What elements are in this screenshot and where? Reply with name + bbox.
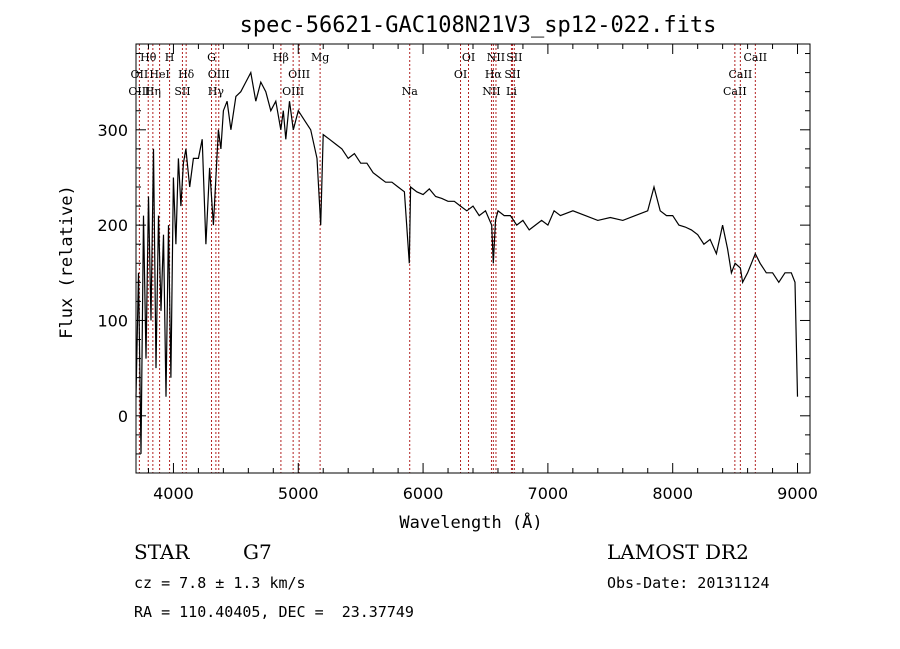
spectral-line-label: CaII	[723, 85, 747, 98]
spectral-line-label: Hβ	[273, 51, 289, 64]
y-tick-label: 100	[97, 311, 128, 330]
spectral-line-label: SII	[174, 85, 190, 98]
spectral-line-label: OI	[462, 51, 475, 64]
spectral-line-label: Hγ	[208, 85, 225, 98]
y-tick-label: 300	[97, 121, 128, 140]
x-tick-label: 4000	[153, 484, 194, 503]
spectral-line-label: CaII	[743, 51, 767, 64]
y-tick-label: 200	[97, 216, 128, 235]
spectral-line-label: Hα	[485, 68, 503, 81]
survey-name: LAMOST DR2	[607, 540, 749, 564]
x-tick-label: 9000	[777, 484, 818, 503]
spectral-line-label: OII	[131, 68, 149, 81]
y-axis-ticks: 0 100 200 300	[97, 53, 810, 455]
spectral-line-label: Li	[506, 85, 517, 98]
spectral-line-markers	[138, 44, 756, 473]
spectral-line-label: NII	[482, 85, 500, 98]
obs-date: Obs-Date: 20131124	[607, 574, 770, 592]
spectrum-line	[135, 70, 799, 454]
spectral-line-label: SII	[504, 68, 520, 81]
object-class: STAR	[134, 540, 190, 564]
plot-frame	[135, 43, 811, 474]
x-tick-label: 8000	[652, 484, 693, 503]
spectral-line-label: G	[207, 51, 216, 64]
spectral-line-label: Mg	[311, 51, 329, 64]
spectral-line-label: OIII	[208, 68, 230, 81]
x-tick-label: 5000	[278, 484, 319, 503]
spectral-line-label: Hθ	[140, 51, 157, 64]
spectral-line-label: Na	[402, 85, 419, 98]
spectral-line-label: HeI	[149, 68, 169, 81]
spectral-line-label: NII	[487, 51, 505, 64]
spectral-line-label: H	[165, 51, 175, 64]
coordinates-text: RA = 110.40405, DEC = 23.37749	[134, 603, 414, 621]
object-subclass: G7	[243, 540, 272, 564]
spectral-line-label: Hδ	[178, 68, 195, 81]
spectral-line-label: OI	[454, 68, 467, 81]
chart-title: spec-56621-GAC108N21V3_sp12-022.fits	[240, 13, 717, 38]
x-tick-label: 7000	[528, 484, 569, 503]
spectral-line-label: OIII	[282, 85, 304, 98]
spectral-line-label: OIII	[288, 68, 310, 81]
y-tick-label: 0	[118, 407, 128, 426]
x-axis-ticks: 4000 5000 6000 7000 8000 9000	[147, 44, 818, 503]
spectral-line-label: SII	[506, 51, 522, 64]
y-axis-label: Flux (relative)	[57, 185, 77, 339]
spectral-line-label: Hη	[145, 85, 161, 98]
redshift-text: cz = 7.8 ± 1.3 km/s	[134, 574, 306, 592]
spectral-line-label: CaII	[729, 68, 753, 81]
x-axis-label: Wavelength (Å)	[399, 511, 542, 533]
x-tick-label: 6000	[403, 484, 444, 503]
